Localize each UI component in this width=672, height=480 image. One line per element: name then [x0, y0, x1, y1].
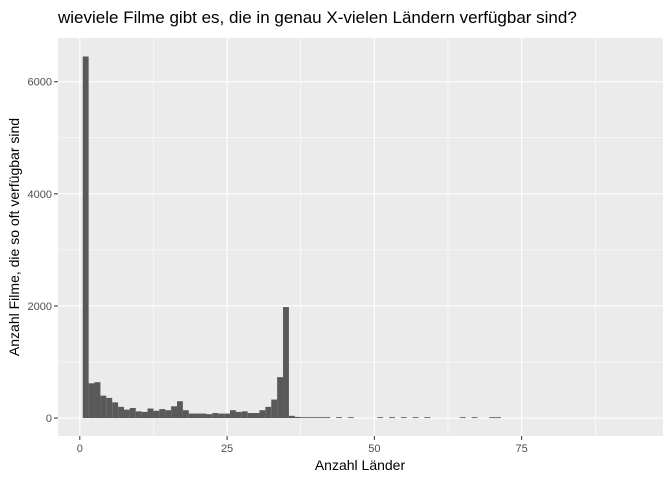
x-tick-label: 75: [515, 443, 527, 455]
histogram-bar: [106, 397, 113, 419]
histogram-bar: [318, 417, 325, 419]
y-axis: 0 2000 4000 6000: [28, 77, 58, 425]
histogram-bar: [176, 401, 183, 419]
bars: [82, 56, 501, 419]
histogram-bar: [283, 307, 289, 419]
histogram-bar: [471, 417, 478, 419]
x-tick-label: 0: [77, 443, 83, 455]
histogram-bar: [224, 413, 231, 419]
histogram-bar: [82, 56, 89, 419]
x-axis-title: Anzahl Länder: [315, 457, 406, 473]
histogram-bar: [200, 413, 207, 419]
histogram-bar: [271, 399, 278, 419]
histogram-bar: [135, 411, 142, 419]
histogram-bar: [241, 411, 248, 419]
histogram-bar: [188, 413, 195, 419]
histogram-bar: [300, 417, 307, 419]
histogram-bar: [247, 413, 254, 419]
histogram-bar: [141, 411, 148, 419]
histogram-bar: [206, 414, 213, 419]
chart-title: wieviele Filme gibt es, die in genau X-v…: [57, 8, 577, 27]
histogram-bar: [489, 417, 496, 419]
histogram-bar: [123, 409, 130, 419]
plot-panel: [58, 38, 663, 436]
histogram-bar: [94, 382, 101, 419]
histogram-bar: [324, 417, 331, 419]
histogram-bar: [218, 413, 225, 419]
histogram-bar: [389, 417, 395, 419]
histogram-bar: [259, 410, 266, 419]
histogram-bar: [306, 417, 313, 419]
histogram-bar: [336, 417, 342, 419]
histogram-bar: [129, 407, 136, 419]
y-tick-label: 6000: [28, 77, 52, 89]
histogram-bar: [165, 410, 172, 419]
histogram-bar: [159, 409, 166, 419]
histogram-bar: [459, 417, 466, 419]
x-tick-label: 50: [368, 443, 380, 455]
histogram-bar: [253, 413, 260, 419]
histogram-bar: [88, 383, 95, 419]
histogram-bar: [194, 413, 201, 419]
y-tick-label: 0: [46, 413, 52, 425]
y-axis-title: Anzahl Filme, die so oft verfügbar sind: [6, 118, 22, 356]
histogram-bar: [312, 417, 319, 419]
histogram-bar: [171, 406, 177, 419]
x-axis: 0 25 50 75: [77, 436, 528, 455]
histogram-bar: [288, 415, 295, 419]
histogram-bar: [424, 417, 431, 419]
histogram-bar: [495, 417, 501, 419]
histogram-bar: [100, 395, 107, 419]
histogram-bar: [182, 410, 189, 419]
histogram-bar: [147, 408, 154, 419]
y-tick-label: 4000: [28, 189, 52, 201]
histogram-bar: [153, 410, 160, 419]
histogram-bar: [412, 417, 419, 419]
histogram-bar: [347, 417, 354, 419]
histogram-bar: [235, 411, 242, 419]
histogram-bar: [118, 406, 124, 419]
x-tick-label: 25: [221, 443, 233, 455]
histogram-bar: [212, 413, 219, 419]
histogram-bar: [294, 416, 301, 419]
histogram-bar: [377, 417, 384, 419]
minor-gridlines: [58, 38, 663, 436]
histogram-bar: [112, 402, 119, 419]
histogram-bar: [230, 410, 236, 419]
histogram-bar: [265, 406, 272, 419]
y-tick-label: 2000: [28, 301, 52, 313]
histogram-bar: [400, 417, 407, 419]
histogram-bar: [277, 377, 284, 419]
